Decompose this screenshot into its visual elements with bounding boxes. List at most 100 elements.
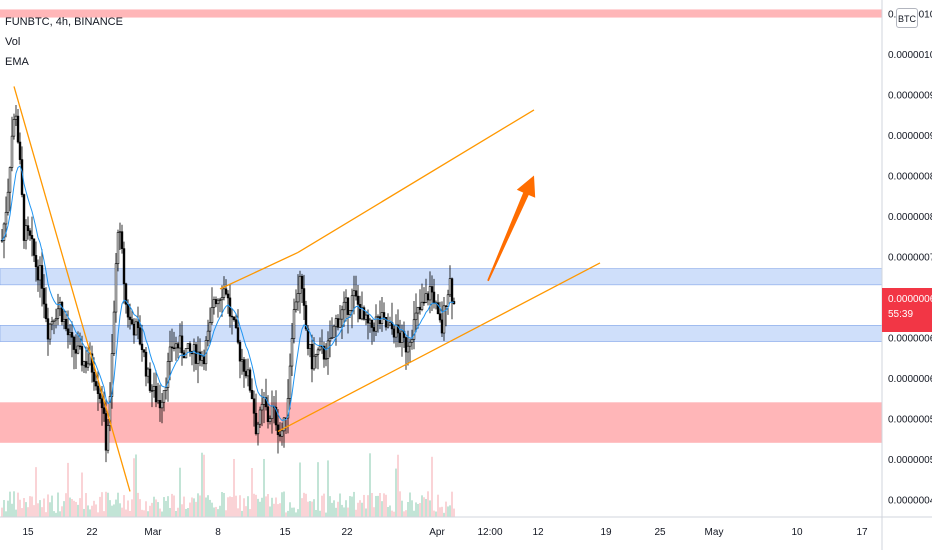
candle-body[interactable] [66, 328, 70, 336]
candle-body[interactable] [64, 318, 68, 330]
candle-body[interactable] [10, 135, 14, 168]
candle-body[interactable] [254, 413, 258, 435]
candle-body[interactable] [262, 397, 266, 405]
candle-body[interactable] [244, 371, 248, 377]
candle-body[interactable] [70, 332, 74, 338]
candle-body[interactable] [162, 390, 166, 403]
candle-body[interactable] [234, 319, 238, 329]
candle-body[interactable] [158, 400, 162, 409]
candle-body[interactable] [6, 191, 10, 213]
candle-body[interactable] [94, 381, 98, 387]
candle-body[interactable] [98, 393, 102, 399]
candle-body[interactable] [266, 406, 270, 422]
candle-body[interactable] [218, 299, 222, 301]
candle-body[interactable] [108, 396, 112, 426]
candle-body[interactable] [324, 357, 328, 360]
candle-body[interactable] [248, 369, 252, 391]
candle-body[interactable] [68, 332, 72, 336]
candle-body[interactable] [100, 398, 104, 409]
candle-body[interactable] [22, 194, 26, 241]
candle-body[interactable] [302, 288, 306, 306]
candle-body[interactable] [344, 297, 348, 303]
candle-body[interactable] [260, 403, 264, 411]
candle-body[interactable] [318, 345, 322, 351]
candle-body[interactable] [226, 293, 230, 299]
candle-body[interactable] [82, 361, 86, 366]
candle-body[interactable] [268, 418, 272, 422]
candle-body[interactable] [134, 321, 138, 336]
candle-body[interactable] [128, 316, 132, 320]
zone-resistance-1[interactable] [0, 268, 883, 286]
candle-body[interactable] [440, 319, 444, 334]
candle-body[interactable] [330, 337, 334, 339]
candle-body[interactable] [326, 340, 330, 359]
candle-body[interactable] [274, 406, 278, 426]
candle-body[interactable] [264, 397, 268, 408]
candle-body[interactable] [156, 400, 160, 403]
candle-body[interactable] [418, 306, 422, 310]
candle-body[interactable] [212, 299, 216, 308]
candle-body[interactable] [72, 336, 76, 350]
candle-body[interactable] [220, 297, 224, 301]
candle-body[interactable] [16, 115, 20, 143]
candle-body[interactable] [120, 231, 124, 249]
candle-body[interactable] [342, 301, 346, 311]
candle-body[interactable] [56, 308, 60, 319]
candle-body[interactable] [104, 413, 108, 451]
candle-body[interactable] [436, 302, 440, 315]
trend-line-0[interactable] [13, 86, 131, 492]
candle-body[interactable] [106, 425, 110, 451]
candle-body[interactable] [38, 265, 42, 281]
ema-line[interactable] [1, 165, 455, 422]
candle-body[interactable] [246, 369, 250, 377]
candle-body[interactable] [114, 263, 118, 313]
candle-body[interactable] [256, 423, 260, 435]
candle-body[interactable] [76, 345, 80, 354]
candle-body[interactable] [26, 225, 30, 232]
candle-body[interactable] [44, 303, 48, 319]
candle-body[interactable] [74, 349, 78, 354]
candle-body[interactable] [96, 385, 100, 394]
candle-body[interactable] [112, 311, 116, 354]
candle-body[interactable] [198, 351, 202, 361]
candle-body[interactable] [300, 275, 304, 289]
legend-symbol[interactable]: FUNBTC, 4h, BINANCE [5, 16, 123, 28]
candle-body[interactable] [432, 291, 436, 304]
candle-body[interactable] [362, 307, 366, 320]
candle-body[interactable] [116, 232, 120, 265]
candle-body[interactable] [174, 343, 178, 349]
candle-body[interactable] [408, 341, 412, 347]
candle-body[interactable] [278, 434, 282, 437]
candle-body[interactable] [144, 351, 148, 377]
candle-body[interactable] [338, 318, 342, 328]
candle-body[interactable] [424, 293, 428, 303]
zone-resistance-0[interactable] [0, 9, 882, 18]
candle-body[interactable] [392, 328, 396, 338]
legend-ema[interactable]: EMA [5, 56, 29, 68]
candle-body[interactable] [200, 355, 204, 361]
candle-body[interactable] [242, 359, 246, 372]
candle-body[interactable] [282, 417, 286, 432]
candle-body[interactable] [442, 305, 446, 334]
candle-body[interactable] [372, 327, 376, 332]
candle-body[interactable] [164, 387, 168, 391]
candle-body[interactable] [258, 409, 262, 425]
candle-body[interactable] [346, 297, 350, 315]
candle-body[interactable] [322, 345, 326, 360]
trend-line-2[interactable] [297, 109, 535, 254]
candle-body[interactable] [394, 324, 398, 338]
candle-body[interactable] [410, 339, 414, 343]
candle-body[interactable] [448, 278, 452, 296]
candle-body[interactable] [250, 389, 254, 400]
candle-body[interactable] [152, 385, 156, 391]
up-arrow[interactable] [487, 175, 536, 282]
candle-body[interactable] [54, 318, 58, 321]
candle-body[interactable] [210, 307, 214, 323]
candle-body[interactable] [288, 365, 292, 399]
candle-body[interactable] [8, 167, 12, 193]
candle-body[interactable] [412, 319, 416, 340]
candle-body[interactable] [382, 312, 386, 318]
candle-body[interactable] [48, 323, 52, 340]
candle-body[interactable] [40, 265, 44, 289]
